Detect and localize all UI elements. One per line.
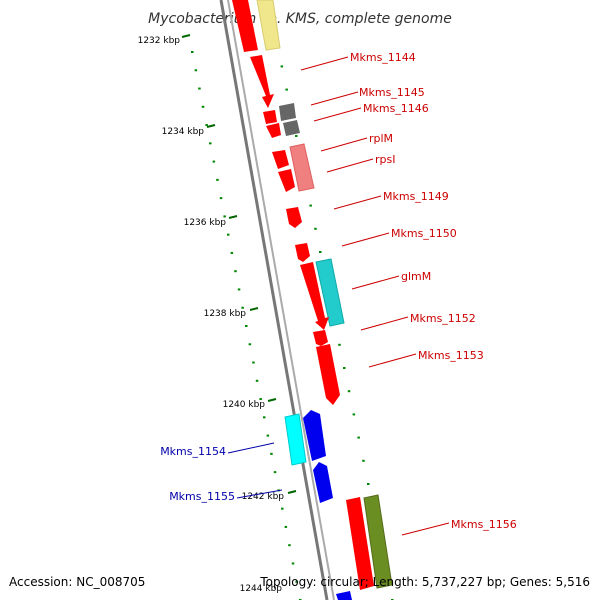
scale-dot bbox=[219, 197, 223, 200]
scale-dot bbox=[343, 367, 346, 369]
gene-arrow-icon[interactable] bbox=[278, 169, 295, 192]
gene-arrow-icon[interactable] bbox=[300, 262, 329, 330]
gene-label[interactable]: Mkms_1155 bbox=[169, 490, 235, 503]
scale-dot bbox=[223, 215, 226, 218]
scale-dot bbox=[295, 580, 298, 583]
scale-dot bbox=[295, 135, 298, 137]
scale-dot bbox=[270, 452, 273, 455]
rna-box[interactable] bbox=[289, 143, 315, 192]
accession-text: Accession: NC_008705 bbox=[9, 575, 145, 589]
gene-label[interactable]: Mkms_1144 bbox=[350, 51, 416, 64]
gene-arrow-icon[interactable] bbox=[313, 330, 328, 346]
scale-dot bbox=[347, 390, 351, 393]
kbp-label: 1244 kbp bbox=[240, 584, 283, 594]
cog-box-cyan[interactable] bbox=[315, 258, 345, 327]
kbp-scale: 1232 kbp 1234 kbp 1236 kbp 1238 kbp 1240… bbox=[138, 34, 297, 594]
scale-dot bbox=[230, 251, 234, 254]
scale-dot bbox=[191, 51, 194, 53]
gene-label[interactable]: Mkms_1152 bbox=[410, 312, 476, 325]
gene-arrow-icon[interactable] bbox=[303, 410, 326, 461]
scale-dot bbox=[273, 471, 277, 474]
pseudo-gene-box[interactable] bbox=[279, 103, 296, 121]
scale-dot bbox=[357, 436, 360, 439]
scale-dot bbox=[266, 434, 270, 437]
scale-dot bbox=[216, 178, 219, 181]
kbp-label: 1242 kbp bbox=[242, 492, 285, 502]
gene-label[interactable]: rpsI bbox=[375, 153, 395, 166]
scale-dot bbox=[245, 325, 248, 327]
scale-dot bbox=[205, 124, 208, 127]
genome-backbone bbox=[219, 0, 335, 600]
scale-dot bbox=[255, 379, 259, 382]
scale-dot bbox=[280, 65, 284, 68]
kbp-tick bbox=[181, 34, 191, 38]
gene-label[interactable]: Mkms_1145 bbox=[359, 86, 425, 99]
scale-dot bbox=[281, 507, 284, 510]
gene-arrow-icon[interactable] bbox=[346, 497, 374, 590]
scale-dot bbox=[338, 343, 341, 346]
gene-arrow-icon[interactable] bbox=[316, 344, 340, 405]
gene-arrow-icon[interactable] bbox=[250, 55, 274, 108]
gene-arrow-icon[interactable] bbox=[263, 110, 277, 124]
kbp-label: 1238 kbp bbox=[204, 309, 247, 319]
scale-dot bbox=[367, 483, 370, 485]
scale-dot bbox=[314, 227, 317, 230]
scale-dot bbox=[291, 562, 295, 565]
gene-arrow-icon[interactable] bbox=[336, 591, 352, 600]
gene-label[interactable]: glmM bbox=[401, 270, 431, 283]
kbp-label: 1240 kbp bbox=[223, 400, 266, 410]
scale-dot bbox=[237, 288, 241, 291]
cog-box-olive[interactable] bbox=[363, 494, 393, 589]
gene-arrow-icon[interactable] bbox=[295, 243, 310, 262]
scale-dot bbox=[194, 69, 198, 72]
gene-label[interactable]: Mkms_1149 bbox=[383, 190, 449, 203]
gene-arrow-icon[interactable] bbox=[232, 0, 258, 52]
kbp-tick bbox=[267, 398, 277, 402]
scale-dot bbox=[319, 251, 322, 253]
scale-dot bbox=[263, 416, 266, 419]
scale-dot bbox=[284, 525, 288, 528]
gene-label[interactable]: rplM bbox=[369, 132, 393, 145]
scale-dot bbox=[362, 459, 365, 462]
kbp-label: 1234 kbp bbox=[162, 127, 205, 137]
cog-box-yellow[interactable] bbox=[256, 0, 281, 51]
gene-label[interactable]: Mkms_1153 bbox=[418, 349, 484, 362]
gene-labels: Mkms_1144 Mkms_1145 Mkms_1146 rplM rpsI … bbox=[160, 51, 517, 536]
kbp-tick bbox=[228, 215, 238, 219]
kbp-tick bbox=[206, 124, 216, 128]
gene-arrow-icon[interactable] bbox=[286, 207, 302, 228]
cog-box-aqua[interactable] bbox=[284, 413, 307, 466]
scale-dot bbox=[352, 413, 356, 416]
scale-dot bbox=[241, 306, 244, 309]
kbp-label: 1232 kbp bbox=[138, 36, 181, 46]
scale-dot bbox=[198, 87, 201, 90]
scale-dot bbox=[201, 105, 205, 108]
kbp-tick bbox=[287, 490, 297, 494]
gene-arrow-icon[interactable] bbox=[313, 462, 333, 503]
scale-dot bbox=[248, 343, 252, 346]
scale-dot bbox=[309, 204, 312, 207]
topology-text: Topology: circular; Length: 5,737,227 bp… bbox=[259, 575, 590, 589]
gene-label[interactable]: Mkms_1156 bbox=[451, 518, 517, 531]
scale-dot bbox=[209, 142, 212, 145]
scale-dot bbox=[252, 361, 255, 364]
kbp-label: 1236 kbp bbox=[184, 218, 227, 228]
gene-label[interactable]: Mkms_1150 bbox=[391, 227, 457, 240]
gene-label[interactable]: Mkms_1154 bbox=[160, 445, 226, 458]
gene-arrow-icon[interactable] bbox=[272, 150, 289, 169]
scale-dot bbox=[212, 160, 216, 163]
scale-dot bbox=[288, 544, 291, 547]
gene-label[interactable]: Mkms_1146 bbox=[363, 102, 429, 115]
feature-track bbox=[232, 0, 393, 600]
map-title: Mycobacterium sp. KMS, complete genome bbox=[148, 11, 452, 27]
pseudo-gene-box[interactable] bbox=[283, 120, 300, 136]
gene-arrow-icon[interactable] bbox=[266, 123, 281, 138]
scale-dot bbox=[259, 398, 262, 401]
kbp-tick bbox=[249, 307, 259, 311]
scale-dot bbox=[227, 233, 230, 236]
scale-dot bbox=[285, 88, 288, 91]
scale-dot bbox=[234, 270, 237, 273]
